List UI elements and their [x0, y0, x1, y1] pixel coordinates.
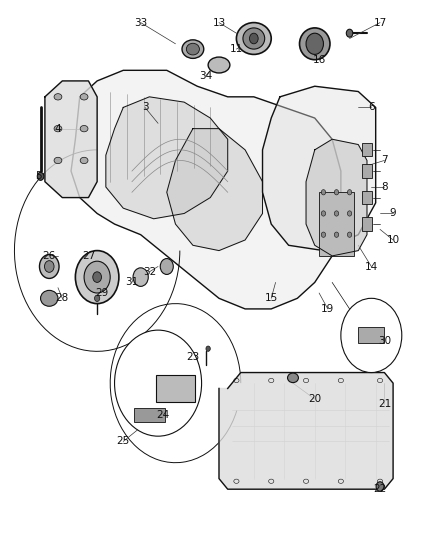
Ellipse shape: [84, 261, 110, 293]
Text: 34: 34: [199, 70, 212, 80]
Ellipse shape: [306, 33, 323, 54]
Ellipse shape: [300, 28, 330, 60]
FancyBboxPatch shape: [361, 191, 372, 204]
Ellipse shape: [80, 157, 88, 164]
FancyBboxPatch shape: [156, 375, 195, 402]
Text: 8: 8: [381, 182, 388, 192]
Ellipse shape: [288, 373, 298, 383]
Ellipse shape: [206, 346, 210, 351]
Ellipse shape: [321, 232, 325, 237]
Ellipse shape: [237, 22, 271, 54]
Ellipse shape: [334, 211, 339, 216]
Ellipse shape: [250, 33, 258, 44]
Ellipse shape: [347, 232, 352, 237]
Text: 5: 5: [35, 172, 42, 181]
Text: 3: 3: [142, 102, 148, 112]
Ellipse shape: [334, 232, 339, 237]
Ellipse shape: [39, 255, 59, 278]
Text: 15: 15: [265, 293, 278, 303]
Ellipse shape: [37, 172, 44, 180]
Ellipse shape: [208, 57, 230, 73]
Ellipse shape: [321, 211, 325, 216]
FancyBboxPatch shape: [319, 192, 354, 256]
Text: 27: 27: [82, 251, 95, 261]
Text: 21: 21: [378, 399, 391, 409]
Ellipse shape: [243, 28, 265, 49]
Ellipse shape: [321, 190, 325, 195]
FancyBboxPatch shape: [134, 408, 165, 422]
Ellipse shape: [182, 40, 204, 59]
Text: 33: 33: [134, 18, 147, 28]
Ellipse shape: [95, 295, 100, 302]
Polygon shape: [71, 70, 341, 309]
Polygon shape: [106, 97, 228, 219]
Ellipse shape: [54, 94, 62, 100]
Text: 28: 28: [56, 293, 69, 303]
Text: 16: 16: [312, 55, 326, 64]
Text: 11: 11: [230, 44, 243, 54]
Text: 10: 10: [386, 235, 399, 245]
Text: 7: 7: [381, 156, 388, 165]
Text: 22: 22: [374, 484, 387, 494]
Text: 29: 29: [95, 288, 108, 298]
Ellipse shape: [54, 157, 62, 164]
Text: 26: 26: [42, 251, 56, 261]
Text: 24: 24: [156, 410, 169, 420]
Polygon shape: [306, 139, 367, 256]
Text: 9: 9: [390, 208, 396, 219]
FancyBboxPatch shape: [358, 327, 385, 343]
Ellipse shape: [376, 482, 384, 491]
Ellipse shape: [186, 43, 199, 55]
FancyBboxPatch shape: [361, 217, 372, 231]
Text: 14: 14: [365, 262, 378, 271]
Text: 31: 31: [125, 277, 138, 287]
Text: 17: 17: [374, 18, 387, 28]
Text: 6: 6: [368, 102, 374, 112]
Circle shape: [341, 298, 402, 373]
Ellipse shape: [93, 272, 102, 282]
Text: 20: 20: [308, 394, 321, 404]
Polygon shape: [262, 86, 376, 251]
Text: 4: 4: [55, 124, 61, 134]
Text: 13: 13: [212, 18, 226, 28]
Polygon shape: [45, 81, 97, 198]
Polygon shape: [219, 373, 393, 489]
Text: 25: 25: [117, 437, 130, 447]
Ellipse shape: [54, 125, 62, 132]
Ellipse shape: [133, 268, 148, 286]
Ellipse shape: [347, 190, 352, 195]
Text: 32: 32: [143, 267, 156, 277]
Circle shape: [115, 330, 201, 436]
Ellipse shape: [80, 125, 88, 132]
Ellipse shape: [45, 261, 54, 272]
Polygon shape: [167, 128, 262, 251]
FancyBboxPatch shape: [361, 143, 372, 157]
FancyBboxPatch shape: [361, 165, 372, 177]
Ellipse shape: [346, 29, 353, 37]
Ellipse shape: [347, 211, 352, 216]
Ellipse shape: [80, 94, 88, 100]
Text: 30: 30: [378, 336, 391, 346]
Text: 19: 19: [321, 304, 335, 314]
Text: 23: 23: [186, 352, 200, 361]
Ellipse shape: [160, 259, 173, 274]
Ellipse shape: [41, 290, 58, 306]
Ellipse shape: [334, 190, 339, 195]
Ellipse shape: [75, 251, 119, 304]
